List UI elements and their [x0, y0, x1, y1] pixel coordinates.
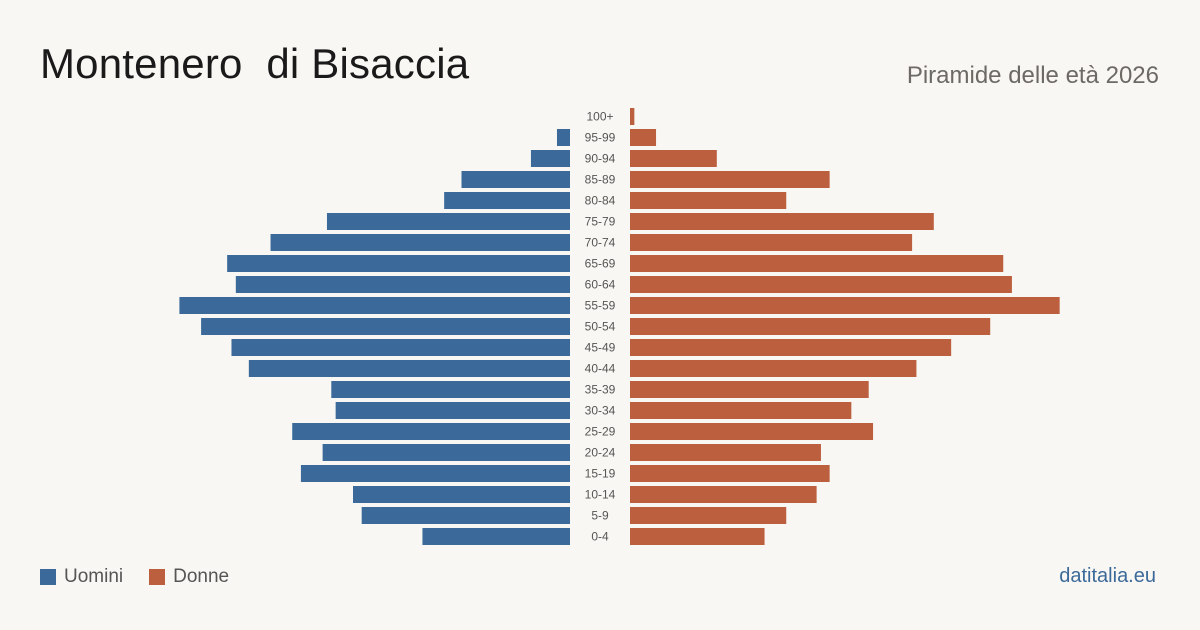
bar-men-70-74	[270, 234, 570, 251]
bar-men-10-14	[353, 486, 570, 503]
age-label-85-89: 85-89	[585, 173, 616, 187]
age-label-10-14: 10-14	[585, 488, 616, 502]
legend-label-women: Donne	[173, 566, 230, 587]
age-label-35-39: 35-39	[585, 383, 616, 397]
bar-women-20-24	[630, 444, 821, 461]
bar-men-55-59	[179, 297, 570, 314]
bar-men-85-89	[461, 171, 570, 188]
bar-women-90-94	[630, 150, 717, 167]
bar-men-80-84	[444, 192, 570, 209]
age-label-30-34: 30-34	[585, 404, 616, 418]
bar-women-0-4	[630, 528, 765, 545]
bar-women-50-54	[630, 318, 991, 335]
chart-title: Montenero di Bisaccia	[40, 40, 470, 87]
bar-men-45-49	[231, 339, 571, 356]
bar-men-5-9	[361, 507, 570, 524]
age-label-0-4: 0-4	[591, 530, 609, 544]
bar-men-15-19	[300, 465, 570, 482]
bar-men-25-29	[292, 423, 570, 440]
bar-women-45-49	[630, 339, 952, 356]
bar-women-40-44	[630, 360, 917, 377]
bar-women-25-29	[630, 423, 874, 440]
age-label-50-54: 50-54	[585, 320, 616, 334]
bar-men-95-99	[556, 129, 570, 146]
chart-subtitle: Piramide delle età 2026	[906, 62, 1159, 89]
bar-women-75-79	[630, 213, 934, 230]
age-label-20-24: 20-24	[585, 446, 616, 460]
age-label-45-49: 45-49	[585, 341, 616, 355]
bar-women-15-19	[630, 465, 830, 482]
bar-women-5-9	[630, 507, 787, 524]
age-label-100+: 100+	[586, 110, 613, 124]
bar-women-95-99	[630, 129, 657, 146]
source-link[interactable]: datitalia.eu	[1059, 565, 1156, 587]
bar-men-35-39	[331, 381, 570, 398]
bar-women-85-89	[630, 171, 830, 188]
bar-women-30-34	[630, 402, 852, 419]
legend: Uomini Donne	[40, 566, 255, 588]
age-label-80-84: 80-84	[585, 194, 616, 208]
legend-swatch-men	[40, 569, 56, 585]
legend-label-men: Uomini	[64, 566, 124, 587]
age-label-90-94: 90-94	[585, 152, 616, 166]
legend-item-men: Uomini	[40, 566, 123, 588]
bar-women-70-74	[630, 234, 913, 251]
age-label-95-99: 95-99	[585, 131, 616, 145]
bar-women-55-59	[630, 297, 1060, 314]
age-label-5-9: 5-9	[591, 509, 609, 523]
bar-women-10-14	[630, 486, 817, 503]
bar-men-30-34	[335, 402, 570, 419]
bar-women-60-64	[630, 276, 1012, 293]
bar-women-35-39	[630, 381, 869, 398]
bar-men-65-69	[227, 255, 570, 272]
age-label-40-44: 40-44	[585, 362, 616, 376]
bar-men-90-94	[530, 150, 570, 167]
bar-women-100+	[630, 108, 635, 125]
age-label-25-29: 25-29	[585, 425, 616, 439]
bar-men-20-24	[322, 444, 570, 461]
bar-men-50-54	[201, 318, 570, 335]
legend-item-women: Donne	[149, 566, 229, 588]
bar-men-75-79	[326, 213, 570, 230]
legend-swatch-women	[149, 569, 166, 585]
bar-men-60-64	[235, 276, 570, 293]
age-label-75-79: 75-79	[585, 215, 616, 229]
bar-women-80-84	[630, 192, 787, 209]
age-label-70-74: 70-74	[585, 236, 616, 250]
bar-women-65-69	[630, 255, 1004, 272]
age-label-15-19: 15-19	[585, 467, 616, 481]
age-label-65-69: 65-69	[585, 257, 616, 271]
bar-men-40-44	[248, 360, 570, 377]
bar-men-0-4	[422, 528, 570, 545]
age-label-55-59: 55-59	[585, 299, 616, 313]
age-label-60-64: 60-64	[585, 278, 616, 292]
